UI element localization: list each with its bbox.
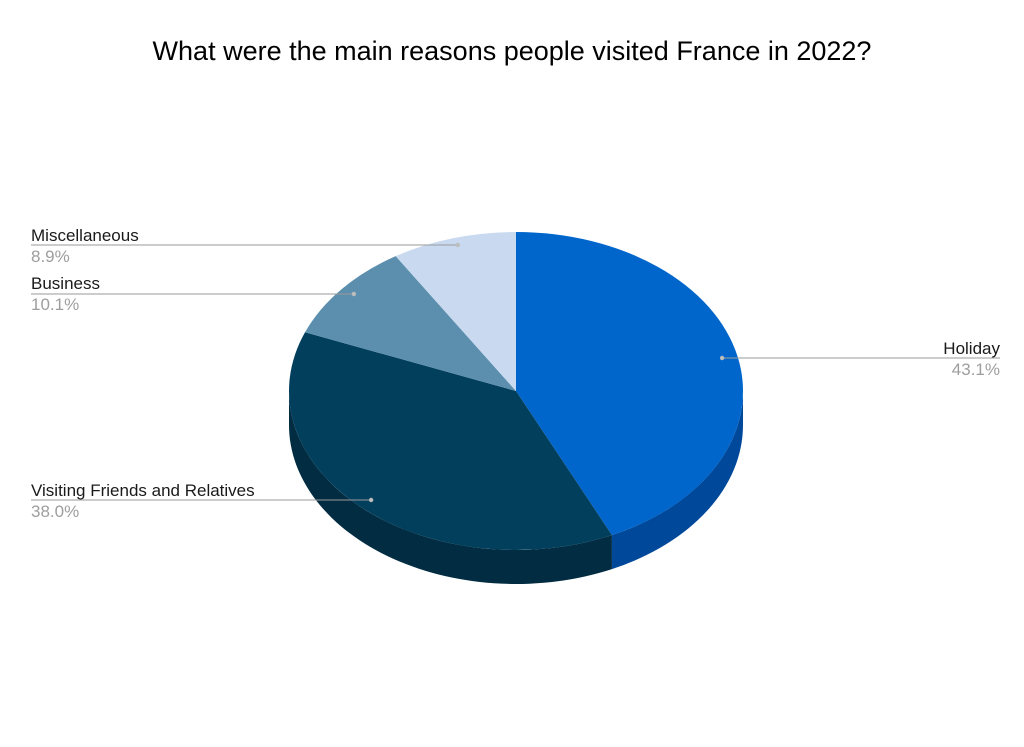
slice-label-visiting-friends-and-relatives: Visiting Friends and Relatives 38.0% [31, 481, 374, 521]
pie-slice-visiting-friends-and-relatives [289, 332, 612, 550]
slice-name-business: Business [31, 274, 100, 293]
pie-slice-business [305, 256, 516, 391]
pie-side-holiday [611, 391, 743, 570]
slice-value-visiting-friends-and-relatives: 38.0% [31, 502, 79, 521]
slice-name-miscellaneous: Miscellaneous [31, 226, 139, 245]
leader-dot-miscellaneous [455, 242, 460, 248]
slice-value-business: 10.1% [31, 295, 79, 314]
slice-label-business: Business 10.1% [31, 274, 357, 314]
chart-title: What were the main reasons people visite… [153, 36, 872, 66]
leader-dot-business [351, 291, 357, 297]
pie-side-visiting-friends-and-relatives [289, 391, 612, 584]
leader-dot-visiting-friends-and-relatives [368, 497, 374, 503]
pie-slice-holiday [516, 232, 744, 536]
slice-label-miscellaneous: Miscellaneous 8.9% [31, 226, 460, 266]
slice-label-holiday: Holiday 43.1% [719, 339, 1000, 379]
slice-name-visiting-friends-and-relatives: Visiting Friends and Relatives [31, 481, 255, 500]
slice-name-holiday: Holiday [943, 339, 1000, 358]
pie-slice-miscellaneous [395, 232, 516, 391]
leader-dot-holiday [719, 355, 725, 361]
slice-value-miscellaneous: 8.9% [31, 247, 70, 266]
slice-value-holiday: 43.1% [952, 360, 1000, 379]
